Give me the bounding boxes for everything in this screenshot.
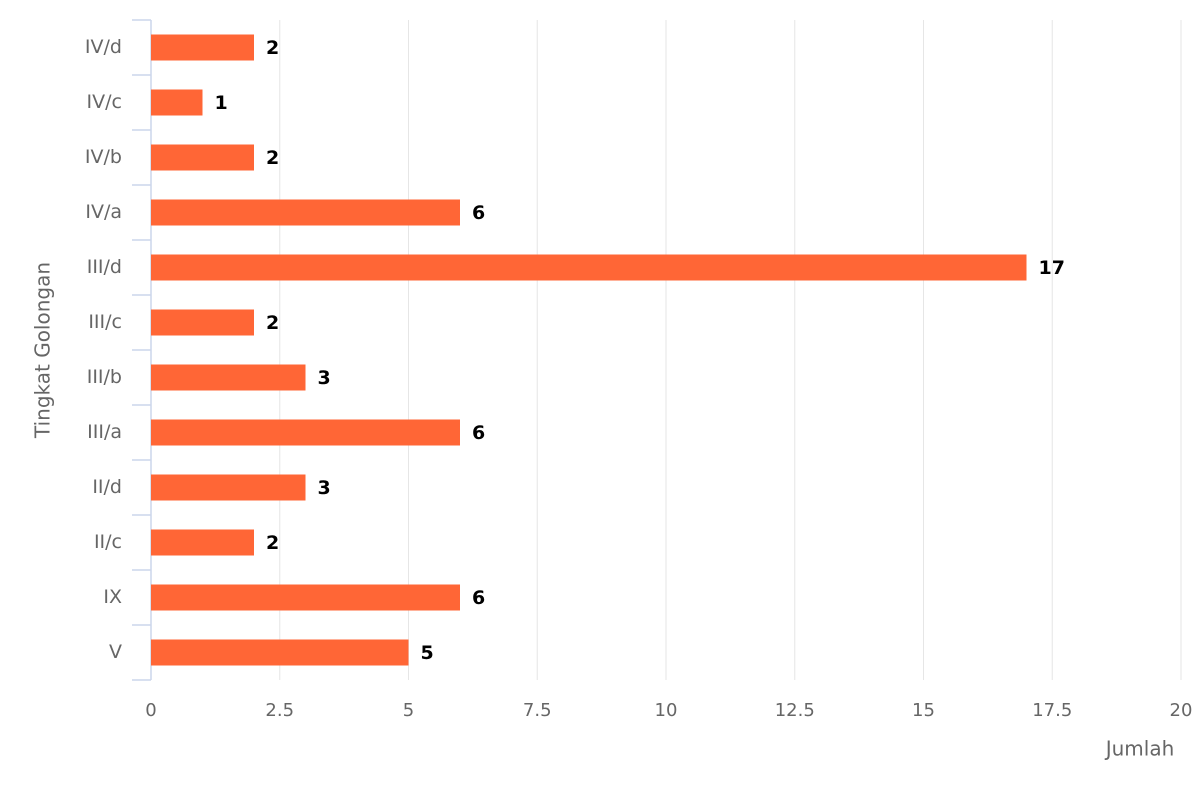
y-axis-label: Tingkat Golongan <box>31 262 55 439</box>
x-tick-label: 5 <box>403 700 414 721</box>
x-tick-label: 10 <box>655 700 678 721</box>
x-tick-label: 7.5 <box>523 700 552 721</box>
x-tick-label: 15 <box>912 700 935 721</box>
bar <box>151 199 460 226</box>
data-label: 6 <box>472 422 485 444</box>
y-tick-label: III/a <box>87 421 122 443</box>
bar <box>151 419 460 446</box>
data-label: 2 <box>266 37 279 59</box>
bar <box>151 254 1027 281</box>
bar <box>151 364 306 391</box>
y-tick-label: III/c <box>88 311 122 333</box>
y-tick-label: V <box>109 641 122 663</box>
bar <box>151 639 409 666</box>
x-tick-label: 2.5 <box>265 700 294 721</box>
data-label: 2 <box>266 147 279 169</box>
bar <box>151 309 254 336</box>
x-tick-label: 12.5 <box>775 700 815 721</box>
y-tick-label: IX <box>103 586 122 608</box>
y-tick-label: IV/c <box>87 91 122 113</box>
bar <box>151 474 306 501</box>
y-tick-label: IV/a <box>85 201 122 223</box>
data-label: 17 <box>1039 257 1065 279</box>
y-tick-label: II/d <box>92 476 122 498</box>
x-tick-label: 17.5 <box>1032 700 1072 721</box>
x-axis-label: Jumlah <box>1104 737 1175 761</box>
data-label: 6 <box>472 587 485 609</box>
x-tick-label: 0 <box>145 700 156 721</box>
data-label: 2 <box>266 532 279 554</box>
bar <box>151 144 254 171</box>
bar <box>151 529 254 556</box>
y-tick-label: III/d <box>87 256 122 278</box>
bar <box>151 89 203 116</box>
data-label: 1 <box>215 92 228 114</box>
y-tick-label: IV/b <box>85 146 122 168</box>
y-tick-label: II/c <box>94 531 122 553</box>
data-label: 3 <box>318 477 331 499</box>
data-label: 5 <box>421 642 434 664</box>
data-label: 6 <box>472 202 485 224</box>
data-label: 2 <box>266 312 279 334</box>
bar <box>151 34 254 61</box>
x-tick-label: 20 <box>1170 700 1193 721</box>
y-tick-label: III/b <box>87 366 122 388</box>
y-tick-label: IV/d <box>85 36 122 58</box>
data-label: 3 <box>318 367 331 389</box>
bar <box>151 584 460 611</box>
